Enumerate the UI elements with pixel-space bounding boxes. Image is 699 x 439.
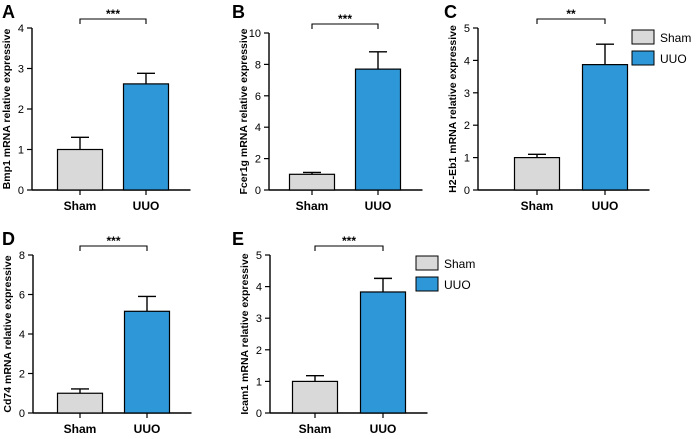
legend: Sham UUO (415, 255, 475, 292)
bar-sham (56, 392, 104, 414)
x-tick-label: UUO (133, 199, 160, 213)
y-tick-label: 4 (255, 122, 261, 134)
y-tick-label: 4 (464, 55, 470, 67)
legend-swatch-sham (415, 255, 439, 271)
y-tick-label: 1 (18, 145, 24, 157)
panel-letter: A (2, 2, 15, 22)
y-tick-label: 6 (19, 290, 25, 302)
y-tick-label: 0 (256, 408, 262, 420)
x-tick-label: Sham (64, 422, 97, 436)
y-tick-label: 5 (256, 250, 262, 262)
significance-marker: ** (566, 7, 576, 21)
bar-uuo (123, 310, 171, 414)
y-axis-label: Bmp1 mRNA relative expressive (1, 29, 13, 190)
legend-swatch-sham (631, 29, 655, 45)
significance-bracket (314, 245, 384, 251)
panel-e: E 0 1 2 3 4 5 Icam1 mRNA relative expressive Sha… (232, 229, 428, 436)
y-axis-label: Fcer1g mRNA relative expressive (238, 28, 250, 194)
bar-uuo (354, 68, 402, 191)
x-tick-label: UUO (365, 199, 392, 213)
y-tick-label: 4 (18, 23, 24, 35)
y-tick-label: 2 (255, 154, 261, 166)
panel-letter: D (2, 229, 15, 249)
bar-uuo (122, 83, 170, 191)
significance-bracket (79, 245, 148, 251)
y-tick-label: 2 (19, 369, 25, 381)
legend: Sham UUO (631, 29, 691, 66)
significance-marker: *** (342, 234, 356, 248)
legend-label: Sham (444, 257, 475, 271)
y-tick-label: 0 (18, 185, 24, 197)
legends-group: Sham UUO Sham UUO (415, 29, 691, 292)
y-tick-label: 8 (19, 250, 25, 262)
x-tick-label: Sham (296, 199, 329, 213)
panel-letter: E (232, 229, 244, 249)
significance-marker: *** (338, 12, 352, 26)
bar-uuo (581, 64, 629, 191)
y-tick-label: 4 (256, 282, 262, 294)
bar-sham (56, 148, 104, 191)
legend-swatch-uuo (415, 276, 439, 292)
significance-bracket (311, 23, 379, 29)
y-tick-label: 10 (249, 28, 261, 40)
x-tick-label: UUO (592, 199, 619, 213)
y-tick-label: 6 (255, 91, 261, 103)
panel-a: A 0 1 2 3 4 Bmp1 mRNA relative expressive Sham U… (1, 2, 191, 213)
significance-bracket (79, 18, 147, 24)
y-tick-label: 1 (256, 376, 262, 388)
bar-uuo (359, 291, 407, 414)
x-tick-label: UUO (370, 422, 397, 436)
y-tick-label: 5 (464, 23, 470, 35)
y-tick-label: 2 (18, 104, 24, 116)
y-tick-label: 0 (19, 408, 25, 420)
y-axis-label: Icam1 mRNA relative expressive (239, 253, 251, 414)
significance-marker: *** (106, 7, 120, 21)
panels-group: A 0 1 2 3 4 Bmp1 mRNA relative expressive Sham U… (1, 2, 650, 436)
x-tick-label: UUO (134, 422, 161, 436)
bar-sham (288, 173, 336, 191)
significance-marker: *** (106, 234, 120, 248)
x-tick-label: Sham (299, 422, 332, 436)
y-tick-label: 2 (256, 345, 262, 357)
y-axis-label: Cd74 mRNA relative expressive (2, 255, 14, 412)
y-tick-label: 0 (464, 185, 470, 197)
legend-label: Sham (660, 31, 691, 45)
panel-letter: B (232, 2, 245, 22)
y-tick-label: 3 (18, 64, 24, 76)
y-tick-label: 0 (255, 185, 261, 197)
legend-label: UUO (444, 278, 471, 292)
y-tick-label: 4 (19, 329, 25, 341)
significance-bracket (536, 18, 606, 24)
bar-sham (513, 157, 561, 191)
x-tick-label: Sham (64, 199, 97, 213)
y-axis-label: H2-Eb1 mRNA relative expressive (447, 25, 459, 193)
y-tick-label: 3 (256, 313, 262, 325)
y-tick-label: 3 (464, 88, 470, 100)
x-tick-label: Sham (521, 199, 554, 213)
bar-sham (291, 380, 339, 414)
legend-swatch-uuo (631, 50, 655, 66)
panel-letter: C (444, 2, 457, 22)
panel-c: C 0 1 2 3 4 5 H2-Eb1 mRNA relative expressive Sh… (444, 2, 650, 213)
y-tick-label: 2 (464, 120, 470, 132)
y-tick-label: 1 (464, 153, 470, 165)
y-tick-label: 8 (255, 59, 261, 71)
legend-label: UUO (660, 52, 687, 66)
panel-d: D 0 2 4 6 8 Cd74 mRNA relative expressive Sham U… (2, 229, 192, 436)
